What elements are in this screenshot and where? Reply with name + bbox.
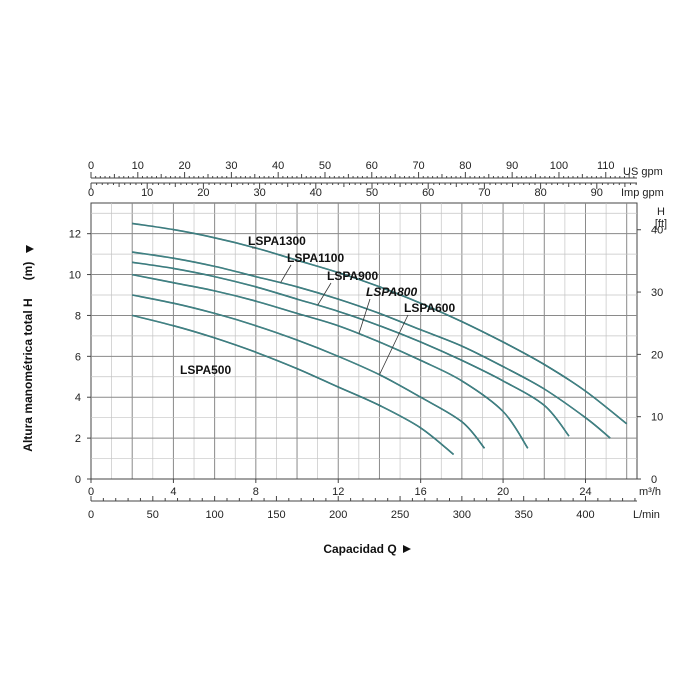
us-gpm-tick-label: 50 bbox=[319, 160, 331, 172]
us-gpm-tick-label: 40 bbox=[272, 160, 284, 172]
series-label-lspa500: LSPA500 bbox=[180, 363, 231, 377]
ft-unit-label: H bbox=[657, 206, 665, 218]
ft-tick-label: 20 bbox=[651, 349, 663, 361]
lmin-tick-label: 50 bbox=[147, 509, 159, 521]
us-gpm-tick-label: 60 bbox=[366, 160, 378, 172]
series-lines bbox=[132, 222, 628, 456]
imp-gpm-tick-label: 70 bbox=[478, 187, 490, 199]
imp-gpm-tick-label: 40 bbox=[310, 187, 322, 199]
ft-tick-label: 0 bbox=[651, 474, 657, 486]
lmin-tick-label: 300 bbox=[453, 509, 471, 521]
us-gpm-tick-label: 30 bbox=[225, 160, 237, 172]
imp-gpm-tick-label: 20 bbox=[197, 187, 209, 199]
us-gpm-unit-label: US gpm bbox=[623, 166, 663, 178]
grid-lines bbox=[91, 203, 637, 479]
us-gpm-tick-label: 80 bbox=[459, 160, 471, 172]
imp-gpm-tick-label: 50 bbox=[366, 187, 378, 199]
y-tick-label: 2 bbox=[75, 433, 81, 445]
lmin-tick-label: 250 bbox=[391, 509, 409, 521]
y-axis-arrow-icon bbox=[26, 245, 34, 253]
series-leader-lspa800 bbox=[358, 298, 371, 334]
ft-tick-label: 40 bbox=[651, 225, 663, 237]
series-labels: LSPA1300 LSPA1100 LSPA900 LSPA800 LSPA600 LSP… bbox=[180, 234, 455, 377]
lmin-tick-label: 100 bbox=[205, 509, 223, 521]
series-line-highlight-lspa500 bbox=[132, 315, 454, 455]
series-line-highlight-lspa600 bbox=[132, 294, 485, 449]
x-tick-label: 8 bbox=[253, 486, 259, 498]
lmin-tick-label: 350 bbox=[514, 509, 532, 521]
series-leader-lspa600 bbox=[379, 314, 409, 375]
ft-axis-ticks: 0 10 20 30 40 bbox=[637, 225, 663, 486]
y-tick-label: 6 bbox=[75, 351, 81, 363]
ft-unit-bracket-label: [ft] bbox=[655, 218, 667, 230]
x-tick-label: 20 bbox=[497, 486, 509, 498]
series-label-lspa800: LSPA800 bbox=[366, 285, 417, 299]
series-line-highlight-lspa1100 bbox=[132, 251, 611, 439]
series-line-highlight-lspa900 bbox=[132, 262, 570, 437]
x-tick-label: 4 bbox=[170, 486, 176, 498]
y-axis-title-unit: (m) bbox=[21, 262, 35, 281]
m3h-unit-label: m³/h bbox=[639, 486, 661, 498]
x-axis-title-group: Capacidad Q bbox=[323, 542, 411, 556]
us-gpm-tick-label: 10 bbox=[132, 160, 144, 172]
series-leader-lspa1100 bbox=[280, 264, 292, 283]
imp-gpm-tick-label: 0 bbox=[88, 187, 94, 199]
series-line-highlight-lspa800 bbox=[132, 274, 529, 449]
series-line-highlight-lspa1300 bbox=[132, 223, 627, 425]
lmin-axis-ticks: 0 50 100 150 200 250 300 350 400 bbox=[88, 496, 636, 521]
lmin-tick-label: 200 bbox=[329, 509, 347, 521]
lmin-unit-label: L/min bbox=[633, 509, 660, 521]
ft-axis: 0 10 20 30 40 H [ft] bbox=[637, 206, 667, 486]
imp-gpm-unit-label: Imp gpm bbox=[621, 187, 664, 199]
series-label-lspa1100: LSPA1100 bbox=[287, 251, 344, 265]
ft-tick-label: 10 bbox=[651, 412, 663, 424]
us-gpm-tick-label: 70 bbox=[412, 160, 424, 172]
bottom-flow-axes: 0 4 8 12 16 20 24 0 50 100 150 200 250 300 350 400 m³/… bbox=[88, 478, 661, 521]
us-gpm-ticks: 0 10 20 30 40 50 60 70 80 90 100 110 bbox=[88, 160, 635, 178]
imp-gpm-tick-label: 30 bbox=[253, 187, 265, 199]
top-flow-axes: 0 10 20 30 40 50 60 70 80 90 100 110 0 10 20 30 40 50 60 7… bbox=[88, 160, 664, 199]
y-axis-ticks: 0 2 4 6 8 10 12 bbox=[69, 229, 91, 486]
ft-tick-label: 30 bbox=[651, 287, 663, 299]
x-tick-label: 12 bbox=[332, 486, 344, 498]
y-tick-label: 8 bbox=[75, 310, 81, 322]
y-tick-label: 4 bbox=[75, 392, 81, 404]
lmin-tick-label: 0 bbox=[88, 509, 94, 521]
us-gpm-tick-label: 110 bbox=[597, 160, 615, 172]
x-axis-ticks: 0 4 8 12 16 20 24 bbox=[88, 479, 592, 498]
series-label-lspa600: LSPA600 bbox=[404, 301, 455, 315]
imp-gpm-tick-label: 60 bbox=[422, 187, 434, 199]
imp-gpm-tick-label: 90 bbox=[591, 187, 603, 199]
x-axis-arrow-icon bbox=[403, 545, 411, 553]
imp-gpm-tick-label: 80 bbox=[534, 187, 546, 199]
y-axis-title-group: Altura manométrica total H (m) bbox=[21, 245, 35, 452]
series-label-lspa1300: LSPA1300 bbox=[248, 234, 306, 248]
us-gpm-tick-label: 20 bbox=[178, 160, 190, 172]
us-gpm-tick-label: 90 bbox=[506, 160, 518, 172]
series-leader-lspa900 bbox=[317, 282, 332, 306]
y-axis-title: Altura manométrica total H bbox=[21, 298, 35, 451]
y-tick-label: 12 bbox=[69, 229, 81, 241]
lmin-tick-label: 400 bbox=[576, 509, 594, 521]
x-tick-label: 0 bbox=[88, 486, 94, 498]
x-tick-label: 16 bbox=[415, 486, 427, 498]
imp-gpm-tick-label: 10 bbox=[141, 187, 153, 199]
us-gpm-tick-label: 0 bbox=[88, 160, 94, 172]
x-tick-label: 24 bbox=[579, 486, 591, 498]
series-label-lspa900: LSPA900 bbox=[327, 269, 378, 283]
x-axis-title: Capacidad Q bbox=[323, 542, 396, 556]
plot-area: LSPA1300 LSPA1100 LSPA900 LSPA800 LSPA600 LSP… bbox=[90, 202, 638, 480]
y-tick-label: 10 bbox=[69, 270, 81, 282]
lmin-tick-label: 150 bbox=[267, 509, 285, 521]
imp-gpm-ticks: 0 10 20 30 40 50 60 70 80 90 bbox=[88, 183, 637, 199]
us-gpm-tick-label: 100 bbox=[550, 160, 568, 172]
y-tick-label: 0 bbox=[75, 474, 81, 486]
